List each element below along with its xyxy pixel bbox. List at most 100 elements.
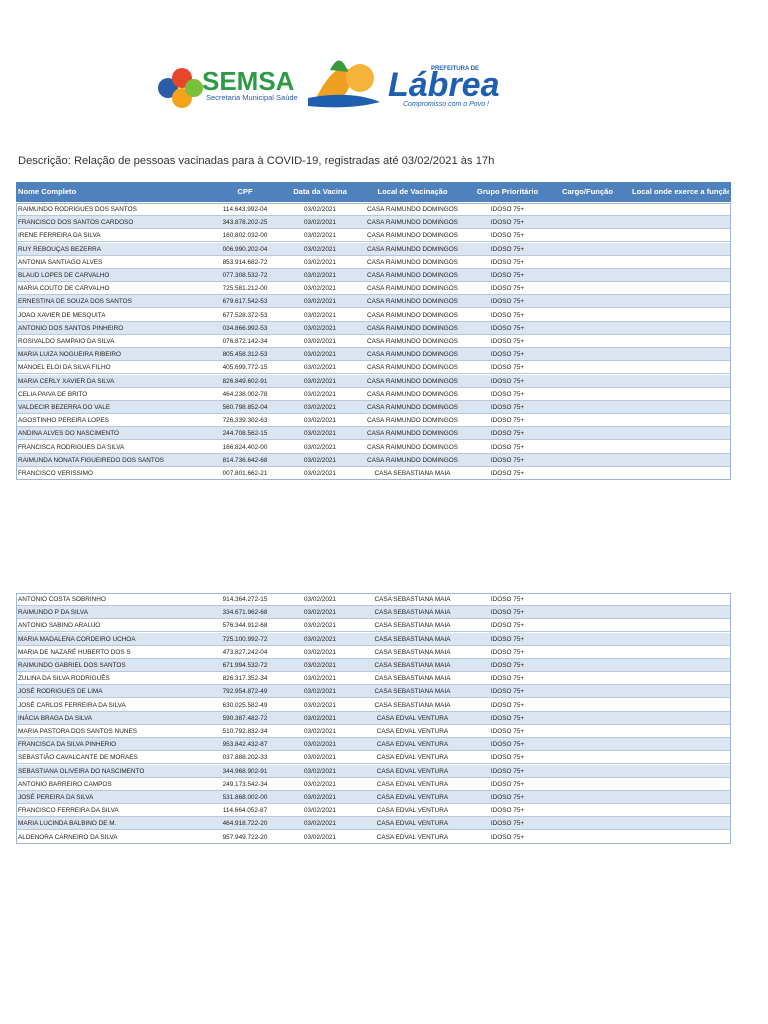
table-cell: ZULINA DA SILVA RODRIGUÊS <box>18 675 110 683</box>
table-cell: 03/02/2021 <box>304 324 336 332</box>
table-cell: JOSÉ CARLOS FERREIRA DA SILVA <box>18 701 126 709</box>
table-cell: CASA RAIMUNDO DOMINGOS <box>367 206 458 213</box>
table-cell: IDOSO 75+ <box>490 232 525 240</box>
table-cell: IDOSO 75+ <box>490 596 525 603</box>
table-cell: 03/02/2021 <box>304 714 336 722</box>
table-row <box>16 269 731 282</box>
table-cell: CASA RAIMUNDO DOMINGOS <box>367 285 458 293</box>
table-cell: FRANCISCO VERISSIMO <box>18 470 93 477</box>
table-cell: 726.339.302-63 <box>222 417 268 425</box>
table-cell: CASA RAIMUNDO DOMINGOS <box>367 219 458 227</box>
table-cell: IDOSO 75+ <box>490 443 525 451</box>
table-cell: INÁCIA BRAGA DA SILVA <box>18 714 92 722</box>
table-cell: MARIA LUCINDA BALBINO DE M. <box>18 820 117 828</box>
column-header: Data da Vacina <box>293 187 347 196</box>
table-cell: IDOSO 75+ <box>490 741 525 749</box>
table-cell: 03/02/2021 <box>304 688 336 696</box>
table-row <box>16 593 731 606</box>
table-cell: CASA RAIMUNDO DOMINGOS <box>367 311 458 319</box>
table-cell: 114.643.992-04 <box>222 206 268 213</box>
table-cell: RAIMUNDA NONATA FIGUEIREDO DOS SANTOS <box>18 456 164 464</box>
table-cell: 03/02/2021 <box>304 794 336 801</box>
table-cell: 03/02/2021 <box>304 675 336 683</box>
table-cell: IDOSO 75+ <box>490 833 525 841</box>
table-cell: IDOSO 75+ <box>490 714 525 722</box>
table-cell: 03/02/2021 <box>304 609 336 617</box>
table-cell: CASA RAIMUNDO DOMINGOS <box>367 298 458 306</box>
table-cell: BLAUD LOPES DE CARVALHO <box>18 272 110 279</box>
table-cell: 03/02/2021 <box>304 206 336 213</box>
table-cell: 244.708.562-15 <box>222 430 268 438</box>
table-cell: IDOSO 75+ <box>490 206 525 213</box>
table-cell: 826.849.602-91 <box>222 377 268 385</box>
table-cell: 160.802.032-00 <box>222 232 268 240</box>
table-cell: MARIA DE NAZARÉ HUBERTO DOS S <box>18 648 131 656</box>
table-cell: SEBASTIANA OLIVEIRA DO NASCIMENTO <box>18 767 145 775</box>
table-cell: 03/02/2021 <box>304 754 336 762</box>
table-border <box>16 203 731 481</box>
table-cell: 03/02/2021 <box>304 351 336 359</box>
table-cell: VALDECIR BEZERRA DO VALE <box>18 404 111 411</box>
table-cell: 076.872.142-34 <box>222 338 268 345</box>
table-cell: 007.801.662-21 <box>222 470 268 477</box>
table-cell: 853.914.682-72 <box>222 258 268 266</box>
table-cell: IDOSO 75+ <box>490 470 525 477</box>
table-row <box>16 361 731 375</box>
table-cell: FRANCISCA DA SILVA PINHERIO <box>18 741 117 749</box>
table-cell: FRANCISCA RODRIGUES DA SILVA <box>18 443 125 451</box>
table-cell: IDOSO 75+ <box>490 272 525 279</box>
table-cell: 03/02/2021 <box>304 470 336 477</box>
table-cell: IDOSO 75+ <box>490 622 525 630</box>
table-cell: 677.528.372-53 <box>222 311 268 319</box>
table-row <box>16 606 731 620</box>
table-cell: IDOSO 75+ <box>490 662 525 669</box>
table-cell: MARIA COUTO DE CARVALHO <box>18 285 110 293</box>
table-cell: FRANCISCO DOS SANTOS CARDOSO <box>18 219 134 227</box>
table-cell: CASA SEBASTIANA MAIA <box>374 648 451 656</box>
table-cell: 03/02/2021 <box>304 820 336 828</box>
table-cell: 03/02/2021 <box>304 701 336 709</box>
table-cell: CASA SEBASTIANA MAIA <box>374 635 451 643</box>
table-cell: CASA SEBASTIANA MAIA <box>374 622 451 630</box>
table-row <box>16 698 731 712</box>
table-row <box>16 619 731 633</box>
table-row <box>16 242 731 256</box>
table-cell: 03/02/2021 <box>304 648 336 656</box>
table-cell: 03/02/2021 <box>304 285 336 293</box>
table-cell: ANTONIO COSTA SOBRINHO <box>18 596 106 603</box>
table-row <box>16 335 731 348</box>
table-cell: IDOSO 75+ <box>490 245 525 253</box>
brand-subtitle: Secretaria Municipal Saúde <box>206 93 298 102</box>
table-cell: CASA SEBASTIANA MAIA <box>374 596 451 603</box>
table-row <box>16 216 731 230</box>
table-cell: IDOSO 75+ <box>490 377 525 385</box>
table-cell: 037.888.202-33 <box>222 754 268 762</box>
table-row <box>16 374 731 388</box>
table-cell: 03/02/2021 <box>304 767 336 775</box>
table-cell: JOSÉ RODRIGUES DE LIMA <box>18 688 103 696</box>
table-cell: 249.173.542-34 <box>222 780 268 788</box>
table-cell: IDOSO 75+ <box>490 311 525 319</box>
table-row <box>16 229 731 243</box>
table-row <box>16 295 731 309</box>
table-cell: CASA RAIMUNDO DOMINGOS <box>367 417 458 425</box>
table-cell: CASA EDVAL VENTURA <box>376 794 449 801</box>
table-cell: 03/02/2021 <box>304 258 336 266</box>
table-cell: CASA RAIMUNDO DOMINGOS <box>367 404 458 411</box>
table-cell: 166.824.402-00 <box>222 443 268 451</box>
table-cell: ANTONIO SABINO ARAUJO <box>18 622 101 630</box>
table-cell: IDOSO 75+ <box>490 635 525 643</box>
table-cell: 03/02/2021 <box>304 622 336 630</box>
table-cell: 03/02/2021 <box>304 390 336 398</box>
table-cell: CASA RAIMUNDO DOMINGOS <box>367 364 458 372</box>
table-cell: IRENE FERREIRA DA SILVA <box>18 232 101 240</box>
table-cell: 679.617.542-53 <box>222 298 268 306</box>
table-cell: CASA SEBASTIANA MAIA <box>374 609 451 617</box>
table-row <box>16 401 731 414</box>
table-cell: IDOSO 75+ <box>490 338 525 345</box>
table-cell: 792.954.872-49 <box>222 688 268 696</box>
table-cell: ANTONIA SANTIAGO ALVES <box>18 258 103 266</box>
table-cell: CASA EDVAL VENTURA <box>376 833 449 841</box>
table-cell: RUY REBOUÇAS BEZERRA <box>18 245 101 253</box>
column-header: Cargo/Função <box>561 187 614 196</box>
